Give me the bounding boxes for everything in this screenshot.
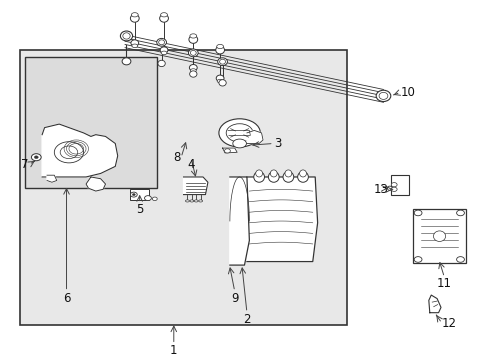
Ellipse shape	[189, 200, 193, 202]
Polygon shape	[229, 177, 249, 265]
Ellipse shape	[122, 33, 130, 39]
Ellipse shape	[188, 36, 197, 43]
Text: 6: 6	[62, 292, 70, 305]
Circle shape	[390, 183, 396, 187]
Ellipse shape	[158, 40, 164, 45]
Bar	[390, 175, 408, 195]
Ellipse shape	[219, 59, 225, 64]
Ellipse shape	[219, 119, 260, 147]
Ellipse shape	[375, 90, 390, 102]
Text: 10: 10	[400, 86, 415, 99]
Text: 7: 7	[21, 158, 29, 171]
Ellipse shape	[255, 170, 262, 177]
Ellipse shape	[378, 93, 387, 99]
Ellipse shape	[190, 69, 196, 72]
Polygon shape	[47, 175, 57, 182]
Ellipse shape	[283, 172, 293, 182]
Ellipse shape	[188, 49, 198, 57]
Ellipse shape	[130, 14, 139, 22]
Ellipse shape	[297, 172, 308, 182]
Circle shape	[456, 257, 464, 262]
Ellipse shape	[215, 46, 224, 54]
Ellipse shape	[217, 58, 227, 66]
Text: 3: 3	[273, 137, 281, 150]
Circle shape	[54, 142, 83, 163]
Polygon shape	[246, 130, 263, 144]
Ellipse shape	[132, 44, 138, 48]
Ellipse shape	[185, 200, 189, 202]
Bar	[25, 57, 157, 188]
Text: 2: 2	[243, 313, 250, 326]
Ellipse shape	[253, 172, 264, 182]
Ellipse shape	[299, 170, 306, 177]
Ellipse shape	[159, 14, 168, 22]
Ellipse shape	[189, 64, 197, 71]
Text: 13: 13	[373, 183, 387, 196]
Bar	[130, 189, 149, 200]
Circle shape	[144, 195, 151, 201]
Text: 11: 11	[436, 278, 451, 291]
Ellipse shape	[217, 79, 223, 83]
Polygon shape	[42, 124, 118, 177]
Circle shape	[130, 192, 137, 197]
Circle shape	[31, 154, 41, 161]
Circle shape	[132, 194, 135, 195]
Polygon shape	[86, 177, 105, 191]
Ellipse shape	[285, 170, 291, 177]
Circle shape	[413, 257, 421, 262]
Bar	[20, 50, 346, 325]
Ellipse shape	[232, 139, 246, 148]
Ellipse shape	[219, 80, 226, 86]
Polygon shape	[428, 295, 440, 313]
Ellipse shape	[157, 39, 166, 46]
Polygon shape	[222, 148, 237, 153]
Ellipse shape	[194, 200, 198, 202]
Ellipse shape	[158, 60, 165, 67]
Ellipse shape	[432, 231, 445, 242]
Circle shape	[390, 187, 396, 192]
Ellipse shape	[120, 31, 132, 41]
Ellipse shape	[268, 172, 279, 182]
Circle shape	[224, 149, 230, 153]
Circle shape	[60, 146, 78, 159]
Ellipse shape	[189, 34, 196, 38]
Ellipse shape	[386, 186, 391, 190]
Polygon shape	[246, 177, 317, 262]
Circle shape	[152, 197, 157, 201]
Ellipse shape	[216, 44, 223, 49]
Ellipse shape	[161, 51, 166, 55]
Circle shape	[456, 210, 464, 216]
Ellipse shape	[226, 124, 252, 142]
Circle shape	[34, 156, 38, 159]
Ellipse shape	[189, 71, 197, 77]
Text: 12: 12	[441, 317, 456, 330]
Ellipse shape	[190, 50, 196, 55]
Ellipse shape	[160, 47, 167, 53]
Polygon shape	[183, 177, 207, 195]
Text: 1: 1	[170, 345, 177, 357]
Ellipse shape	[270, 170, 277, 177]
Ellipse shape	[216, 75, 224, 81]
Text: 9: 9	[230, 292, 238, 305]
Text: 4: 4	[187, 158, 194, 171]
Ellipse shape	[131, 13, 138, 17]
Circle shape	[413, 210, 421, 216]
Polygon shape	[227, 130, 250, 135]
Ellipse shape	[198, 200, 202, 202]
Ellipse shape	[131, 40, 139, 46]
Bar	[412, 209, 466, 263]
Text: 8: 8	[173, 151, 181, 164]
Ellipse shape	[122, 58, 131, 65]
Text: 5: 5	[136, 203, 143, 216]
Ellipse shape	[160, 13, 167, 17]
